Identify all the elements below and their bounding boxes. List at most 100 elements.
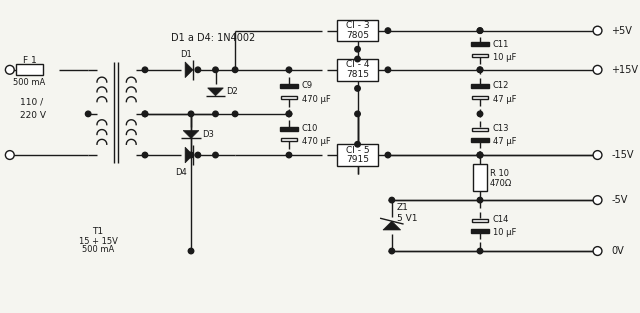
Text: T1: T1 xyxy=(92,227,104,236)
Text: R 10: R 10 xyxy=(490,169,509,178)
Text: C13: C13 xyxy=(493,124,509,133)
Circle shape xyxy=(477,248,483,254)
Polygon shape xyxy=(185,147,193,163)
Circle shape xyxy=(142,111,148,117)
Bar xyxy=(15,64,43,75)
Text: 470 μF: 470 μF xyxy=(301,95,330,104)
Circle shape xyxy=(5,151,14,159)
Bar xyxy=(281,138,297,141)
Bar xyxy=(337,20,378,41)
Circle shape xyxy=(389,198,395,203)
Circle shape xyxy=(355,111,360,117)
Text: 15 + 15V: 15 + 15V xyxy=(79,237,117,246)
Text: 10 μF: 10 μF xyxy=(493,228,516,237)
Text: 220 V: 220 V xyxy=(20,111,45,120)
Text: 110 /: 110 / xyxy=(20,98,43,107)
Text: 47 μF: 47 μF xyxy=(493,137,516,146)
Text: 7915: 7915 xyxy=(346,156,369,164)
Circle shape xyxy=(142,67,148,73)
Circle shape xyxy=(593,26,602,35)
Text: Z1: Z1 xyxy=(397,203,408,213)
Circle shape xyxy=(477,28,483,33)
Text: 7815: 7815 xyxy=(346,70,369,79)
Text: 5 V1: 5 V1 xyxy=(397,214,417,223)
Circle shape xyxy=(286,152,292,158)
Circle shape xyxy=(232,67,238,73)
Bar xyxy=(280,127,298,131)
Circle shape xyxy=(593,247,602,255)
Bar xyxy=(472,96,488,99)
Text: D1: D1 xyxy=(180,50,192,59)
Text: D2: D2 xyxy=(227,87,238,96)
Bar xyxy=(471,138,489,142)
Text: CI - 3: CI - 3 xyxy=(346,21,369,30)
Bar xyxy=(472,128,488,131)
Circle shape xyxy=(142,111,148,117)
Circle shape xyxy=(212,67,218,73)
Text: 470 μF: 470 μF xyxy=(301,137,330,146)
Circle shape xyxy=(477,152,483,158)
Circle shape xyxy=(385,152,390,158)
Circle shape xyxy=(385,67,390,73)
Text: 10 μF: 10 μF xyxy=(493,53,516,62)
Text: CI - 4: CI - 4 xyxy=(346,60,369,69)
Bar xyxy=(280,84,298,88)
Bar xyxy=(472,54,488,57)
Circle shape xyxy=(355,86,360,91)
Circle shape xyxy=(477,152,483,158)
Circle shape xyxy=(188,111,194,117)
Text: +15V: +15V xyxy=(611,65,638,75)
Bar xyxy=(471,84,489,88)
Polygon shape xyxy=(185,62,193,78)
Polygon shape xyxy=(207,88,223,96)
Polygon shape xyxy=(183,131,199,138)
Circle shape xyxy=(355,47,360,52)
Circle shape xyxy=(286,111,292,117)
Text: C11: C11 xyxy=(493,40,509,49)
Text: -5V: -5V xyxy=(611,195,628,205)
Circle shape xyxy=(477,67,483,73)
Text: 47 μF: 47 μF xyxy=(493,95,516,104)
Text: -15V: -15V xyxy=(611,150,634,160)
Circle shape xyxy=(477,67,483,73)
Circle shape xyxy=(477,198,483,203)
Text: 500 mA: 500 mA xyxy=(13,78,45,87)
Bar xyxy=(471,42,489,46)
Text: F 1: F 1 xyxy=(22,55,36,64)
Bar xyxy=(472,219,488,222)
Circle shape xyxy=(477,152,483,158)
Text: C10: C10 xyxy=(301,124,318,133)
Circle shape xyxy=(195,67,200,73)
Circle shape xyxy=(188,152,194,158)
Bar xyxy=(337,59,378,80)
Circle shape xyxy=(188,248,194,254)
Circle shape xyxy=(286,67,292,73)
Circle shape xyxy=(385,28,390,33)
Text: 470Ω: 470Ω xyxy=(490,179,512,188)
Circle shape xyxy=(477,111,483,117)
Text: CI - 5: CI - 5 xyxy=(346,146,369,155)
Circle shape xyxy=(355,141,360,147)
Text: 500 mA: 500 mA xyxy=(82,244,114,254)
Text: C14: C14 xyxy=(493,215,509,224)
Circle shape xyxy=(593,196,602,204)
Text: C9: C9 xyxy=(301,81,313,90)
Circle shape xyxy=(286,111,292,117)
Circle shape xyxy=(212,111,218,117)
Polygon shape xyxy=(383,221,401,230)
Circle shape xyxy=(195,152,200,158)
Bar xyxy=(337,144,378,166)
Bar xyxy=(473,164,487,191)
Circle shape xyxy=(212,152,218,158)
Bar xyxy=(471,229,489,233)
Text: D3: D3 xyxy=(202,130,214,139)
Circle shape xyxy=(5,65,14,74)
Circle shape xyxy=(477,28,483,33)
Circle shape xyxy=(389,248,395,254)
Circle shape xyxy=(142,152,148,158)
Circle shape xyxy=(355,56,360,62)
Circle shape xyxy=(232,111,238,117)
Text: D4: D4 xyxy=(175,168,187,177)
Text: 7805: 7805 xyxy=(346,31,369,40)
Text: +5V: +5V xyxy=(611,26,632,36)
